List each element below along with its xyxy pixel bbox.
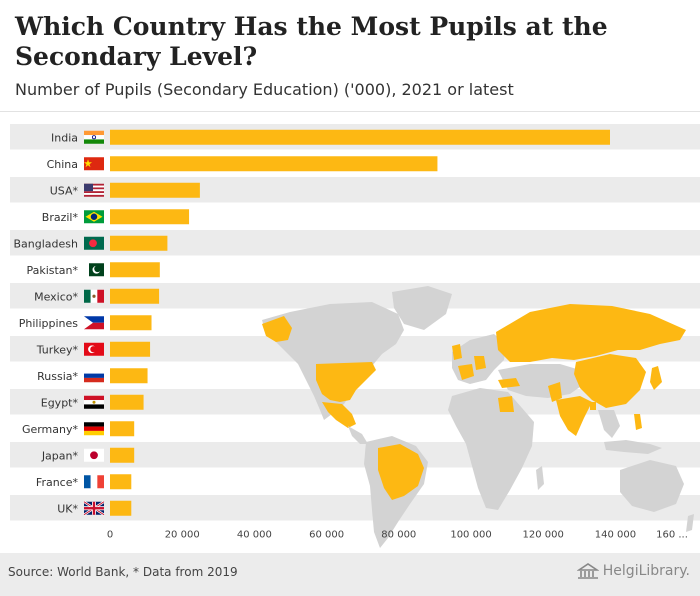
- library-building-icon: [576, 563, 599, 579]
- bar: [110, 129, 610, 145]
- bar: [110, 341, 151, 357]
- category-label: Brazil*: [42, 211, 79, 224]
- map-mexico: [322, 402, 356, 428]
- russia-flag-icon: [84, 369, 104, 383]
- map-france: [458, 364, 474, 380]
- category-label: Egypt*: [41, 396, 79, 409]
- bars: [110, 129, 610, 516]
- category-label: Philippines: [19, 317, 79, 330]
- map-china: [574, 354, 646, 408]
- x-tick-label: 100 000: [450, 530, 491, 541]
- category-label: China: [47, 158, 78, 171]
- bar: [110, 394, 144, 410]
- header-divider: [0, 111, 700, 112]
- map-alaska: [262, 316, 292, 342]
- egypt-flag-icon: [84, 395, 104, 409]
- pakistan-flag-icon: [84, 263, 104, 277]
- bangladesh-flag-icon: [84, 236, 104, 250]
- map-uk: [452, 344, 462, 360]
- map-pakistan: [548, 382, 562, 402]
- germany-flag-icon: [84, 422, 104, 436]
- x-tick-label: 160 ...: [656, 530, 688, 541]
- france-flag-icon: [84, 475, 104, 489]
- bar: [110, 447, 135, 463]
- map-usa: [316, 362, 376, 402]
- usa-flag-icon: [84, 183, 104, 197]
- bar: [110, 368, 148, 384]
- category-label: UK*: [57, 502, 78, 515]
- map-indonesia: [604, 440, 662, 454]
- x-tick-label: 40 000: [237, 530, 272, 541]
- logo-text: HelgiLibrary.: [602, 563, 690, 579]
- map-africa: [448, 388, 534, 510]
- bar: [110, 156, 438, 172]
- helgi-library-logo: HelgiLibrary.: [576, 563, 690, 579]
- bar: [110, 421, 135, 437]
- category-label: Turkey*: [36, 343, 79, 356]
- category-label: Russia*: [37, 370, 78, 383]
- category-labels: India China USA* Brazil* Bangladesh Pakistan*…: [14, 131, 79, 515]
- map-philippines: [634, 414, 642, 430]
- category-label: India: [51, 131, 78, 144]
- map-germany: [474, 356, 486, 370]
- bar: [110, 235, 168, 251]
- bar: [110, 500, 132, 516]
- bar: [110, 288, 160, 304]
- map-turkey: [498, 378, 520, 388]
- brazil-flag-icon: [84, 210, 104, 224]
- category-label: USA*: [50, 184, 79, 197]
- map-new-zealand: [686, 514, 694, 532]
- category-label: Germany*: [22, 423, 79, 436]
- map-madagascar: [536, 466, 544, 490]
- source-note: Source: World Bank, * Data from 2019: [8, 565, 238, 579]
- japan-flag-icon: [84, 448, 104, 462]
- uk-flag-icon: [83, 500, 105, 516]
- map-north-america: [262, 302, 404, 420]
- map-egypt: [498, 396, 514, 412]
- category-label: Pakistan*: [26, 264, 78, 277]
- x-tick-label: 60 000: [309, 530, 344, 541]
- map-australia: [620, 460, 684, 512]
- map-india: [556, 396, 592, 436]
- bar: [110, 474, 132, 490]
- bar: [110, 315, 152, 331]
- x-axis: 0 20 000 40 000 60 000 80 000 100 000 120 000 1…: [107, 530, 688, 541]
- bar: [110, 209, 190, 225]
- x-tick-label: 0: [107, 530, 113, 541]
- x-tick-label: 120 000: [523, 530, 564, 541]
- world-map: [262, 286, 694, 548]
- map-central-asia: [498, 364, 584, 398]
- category-label: Bangladesh: [14, 237, 79, 250]
- x-tick-label: 140 000: [595, 530, 636, 541]
- map-southeast-asia: [598, 410, 620, 438]
- bar: [110, 262, 160, 278]
- philippines-flag-icon: [84, 316, 104, 330]
- category-label: France*: [36, 476, 79, 489]
- flag-icons: [83, 130, 105, 516]
- mexico-flag-icon: [84, 289, 104, 303]
- bar-chart: India China USA* Brazil* Bangladesh Pakistan*…: [10, 124, 700, 548]
- category-label: Mexico*: [34, 290, 78, 303]
- x-tick-label: 80 000: [381, 530, 416, 541]
- footer: Source: World Bank, * Data from 2019 Hel…: [0, 553, 700, 596]
- map-russia: [496, 304, 686, 362]
- india-flag-icon: [84, 130, 104, 144]
- bar: [110, 182, 200, 198]
- map-bangladesh: [590, 402, 596, 410]
- category-label: Japan*: [41, 449, 79, 462]
- china-flag-icon: [84, 157, 104, 171]
- map-brazil: [378, 444, 424, 500]
- map-central-america: [348, 426, 368, 444]
- chart-subtitle: Number of Pupils (Secondary Education) (…: [15, 80, 514, 99]
- map-greenland: [392, 286, 452, 330]
- chart-title: Which Country Has the Most Pupils at the…: [15, 12, 608, 71]
- turkey-flag-icon: [84, 342, 104, 356]
- x-tick-label: 20 000: [165, 530, 200, 541]
- map-japan: [650, 366, 662, 390]
